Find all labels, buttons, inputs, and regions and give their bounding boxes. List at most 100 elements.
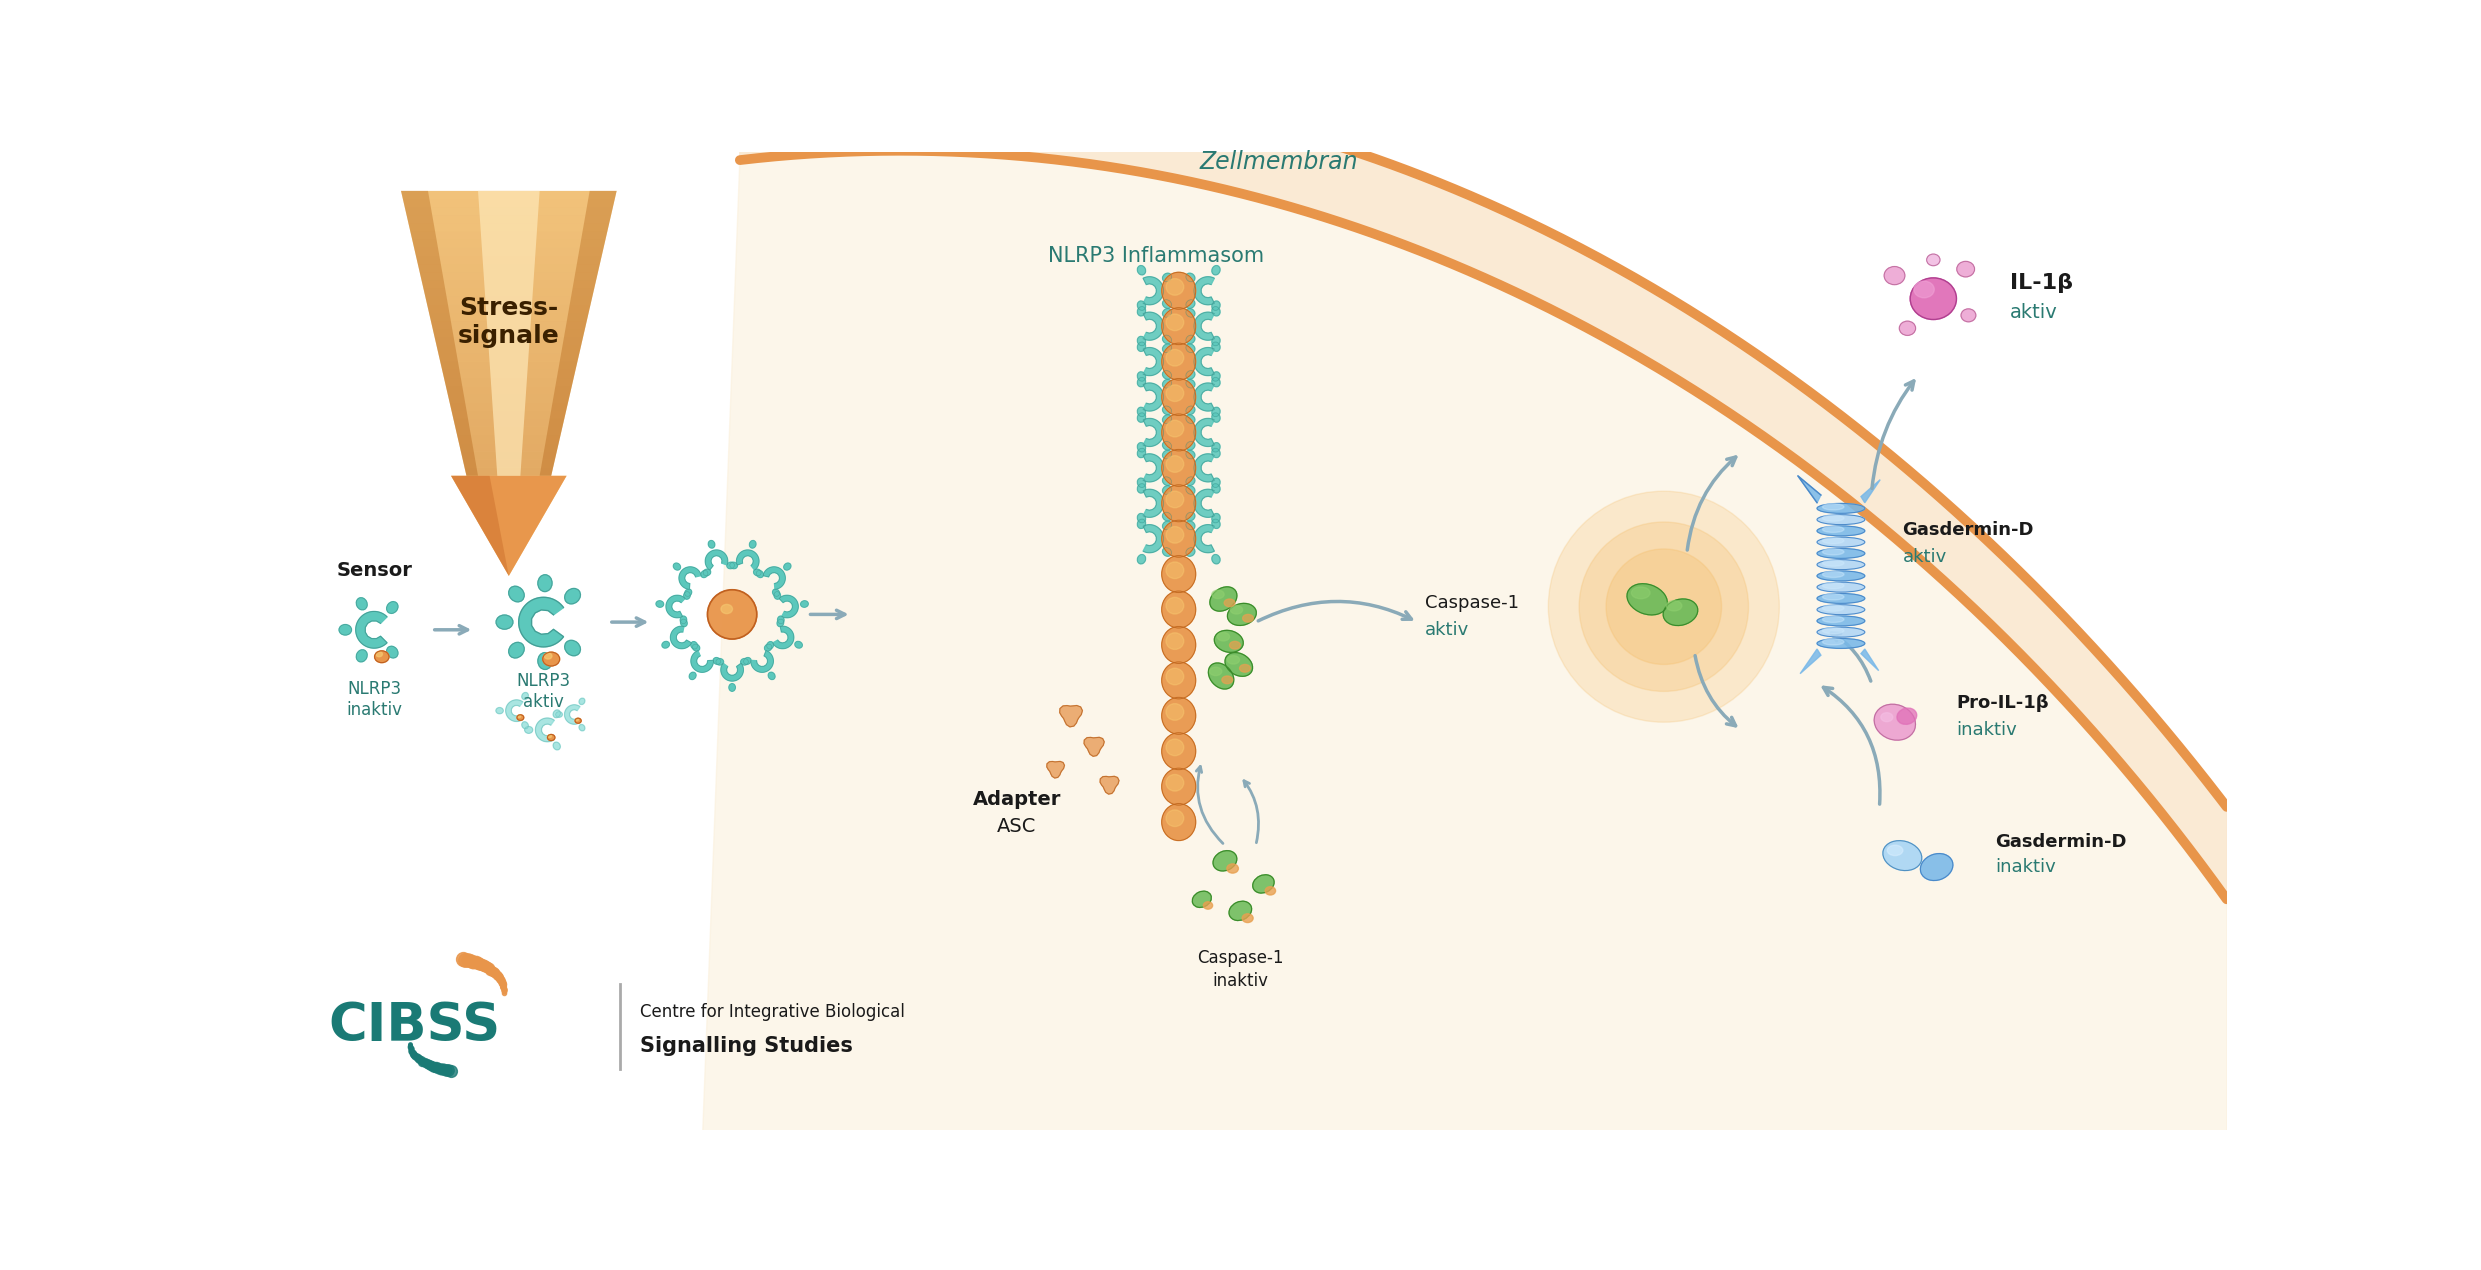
Ellipse shape [1211, 587, 1238, 611]
Ellipse shape [1166, 278, 1183, 295]
Ellipse shape [777, 616, 784, 624]
Ellipse shape [375, 650, 390, 663]
Ellipse shape [1193, 892, 1211, 908]
Ellipse shape [521, 721, 528, 729]
Ellipse shape [1662, 599, 1697, 626]
Ellipse shape [702, 569, 710, 575]
Ellipse shape [1824, 516, 1843, 521]
Ellipse shape [548, 734, 556, 740]
Ellipse shape [1166, 739, 1183, 756]
Ellipse shape [1136, 342, 1146, 352]
Ellipse shape [1136, 265, 1146, 274]
Ellipse shape [1136, 377, 1146, 387]
Ellipse shape [1824, 594, 1843, 599]
Ellipse shape [1164, 521, 1171, 530]
Ellipse shape [1161, 521, 1196, 558]
Ellipse shape [1883, 267, 1905, 284]
Polygon shape [404, 207, 613, 216]
Polygon shape [1144, 277, 1164, 305]
Ellipse shape [1223, 599, 1236, 607]
Polygon shape [452, 410, 566, 419]
Polygon shape [1799, 476, 1821, 503]
Polygon shape [454, 427, 563, 436]
Ellipse shape [1164, 451, 1171, 458]
Polygon shape [452, 476, 509, 575]
Polygon shape [722, 663, 744, 681]
Ellipse shape [1243, 615, 1253, 622]
Ellipse shape [1824, 627, 1843, 634]
Text: Gasdermin-D: Gasdermin-D [1903, 521, 2034, 538]
Polygon shape [429, 312, 588, 321]
Ellipse shape [1211, 377, 1221, 387]
Ellipse shape [1265, 886, 1275, 895]
Ellipse shape [357, 598, 367, 610]
Ellipse shape [1136, 337, 1146, 345]
Polygon shape [690, 650, 715, 672]
Polygon shape [409, 231, 608, 240]
Polygon shape [1193, 525, 1213, 552]
Ellipse shape [1161, 626, 1196, 663]
Polygon shape [1144, 348, 1164, 376]
Ellipse shape [1186, 451, 1196, 458]
Ellipse shape [1136, 408, 1146, 417]
Ellipse shape [1164, 485, 1171, 494]
Polygon shape [402, 190, 618, 575]
Ellipse shape [1186, 512, 1196, 521]
Ellipse shape [1161, 343, 1196, 380]
Ellipse shape [1136, 484, 1146, 493]
Ellipse shape [690, 672, 697, 679]
Ellipse shape [1228, 655, 1240, 664]
Ellipse shape [496, 707, 504, 714]
Ellipse shape [1226, 864, 1238, 872]
Polygon shape [1144, 453, 1164, 481]
Polygon shape [437, 345, 581, 354]
Ellipse shape [1161, 591, 1196, 627]
Ellipse shape [1211, 337, 1221, 345]
Ellipse shape [1243, 914, 1253, 922]
Ellipse shape [1186, 371, 1196, 380]
Ellipse shape [729, 563, 737, 569]
Ellipse shape [1166, 704, 1183, 720]
Ellipse shape [1166, 632, 1183, 649]
Ellipse shape [1816, 526, 1866, 536]
Ellipse shape [1164, 344, 1171, 353]
Ellipse shape [377, 652, 382, 657]
Ellipse shape [1824, 583, 1843, 589]
Text: Sensor: Sensor [335, 561, 412, 579]
Polygon shape [1144, 525, 1164, 552]
Ellipse shape [685, 589, 692, 597]
Polygon shape [424, 288, 593, 297]
Ellipse shape [727, 563, 734, 569]
Ellipse shape [1136, 306, 1146, 316]
Ellipse shape [1161, 733, 1196, 770]
Ellipse shape [769, 672, 774, 679]
Polygon shape [737, 550, 759, 570]
Ellipse shape [729, 683, 734, 691]
Ellipse shape [1166, 349, 1183, 366]
Text: Pro-IL-1β: Pro-IL-1β [1958, 693, 2049, 712]
Ellipse shape [1816, 593, 1866, 603]
Ellipse shape [1161, 556, 1196, 593]
Polygon shape [461, 451, 556, 460]
Polygon shape [772, 626, 794, 649]
Ellipse shape [509, 643, 523, 658]
Ellipse shape [1164, 512, 1171, 521]
Ellipse shape [764, 644, 772, 652]
Ellipse shape [757, 570, 764, 578]
Ellipse shape [1161, 414, 1196, 451]
Ellipse shape [1166, 561, 1183, 579]
Polygon shape [519, 597, 563, 646]
Ellipse shape [1900, 321, 1915, 335]
Ellipse shape [538, 575, 553, 592]
Text: inaktiv: inaktiv [1958, 721, 2017, 739]
Ellipse shape [1136, 372, 1146, 381]
Polygon shape [442, 370, 576, 378]
Text: aktiv: aktiv [1903, 547, 1948, 565]
Polygon shape [752, 650, 774, 672]
Text: aktiv: aktiv [1424, 621, 1469, 639]
Ellipse shape [744, 658, 752, 664]
Polygon shape [536, 718, 553, 742]
Ellipse shape [1211, 306, 1221, 316]
Ellipse shape [1161, 485, 1196, 522]
Text: CIBSS: CIBSS [327, 1001, 501, 1053]
